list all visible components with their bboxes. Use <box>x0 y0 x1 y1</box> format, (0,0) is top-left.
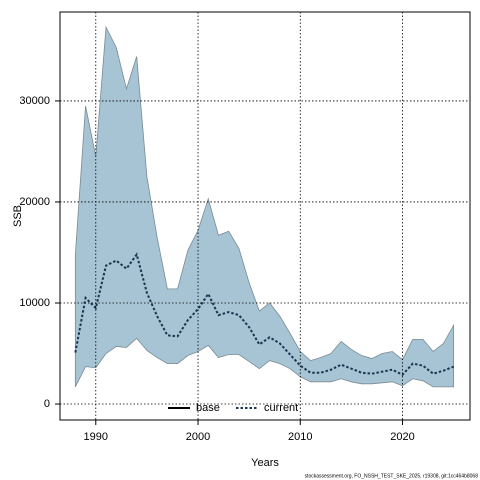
x-axis-label: Years <box>251 457 279 469</box>
y-tick-label: 30000 <box>19 95 50 107</box>
legend-label: current <box>264 402 298 414</box>
confidence-band <box>74 25 455 388</box>
footer: stockassessment.org, FO_NSSH_TEST_SKE_20… <box>305 473 479 479</box>
y-tick-label: 0 <box>44 398 50 410</box>
series-line <box>74 252 455 376</box>
y-tick-label: 10000 <box>19 297 50 309</box>
legend-label: base <box>196 402 220 414</box>
y-tick-label: 20000 <box>19 196 50 208</box>
x-tick-label: 2020 <box>390 431 414 443</box>
x-tick-label: 1990 <box>84 431 108 443</box>
x-tick-label: 2000 <box>186 431 210 443</box>
x-tick-label: 2010 <box>288 431 312 443</box>
plot-frame <box>59 11 471 421</box>
y-axis-label: SSB <box>12 205 24 227</box>
